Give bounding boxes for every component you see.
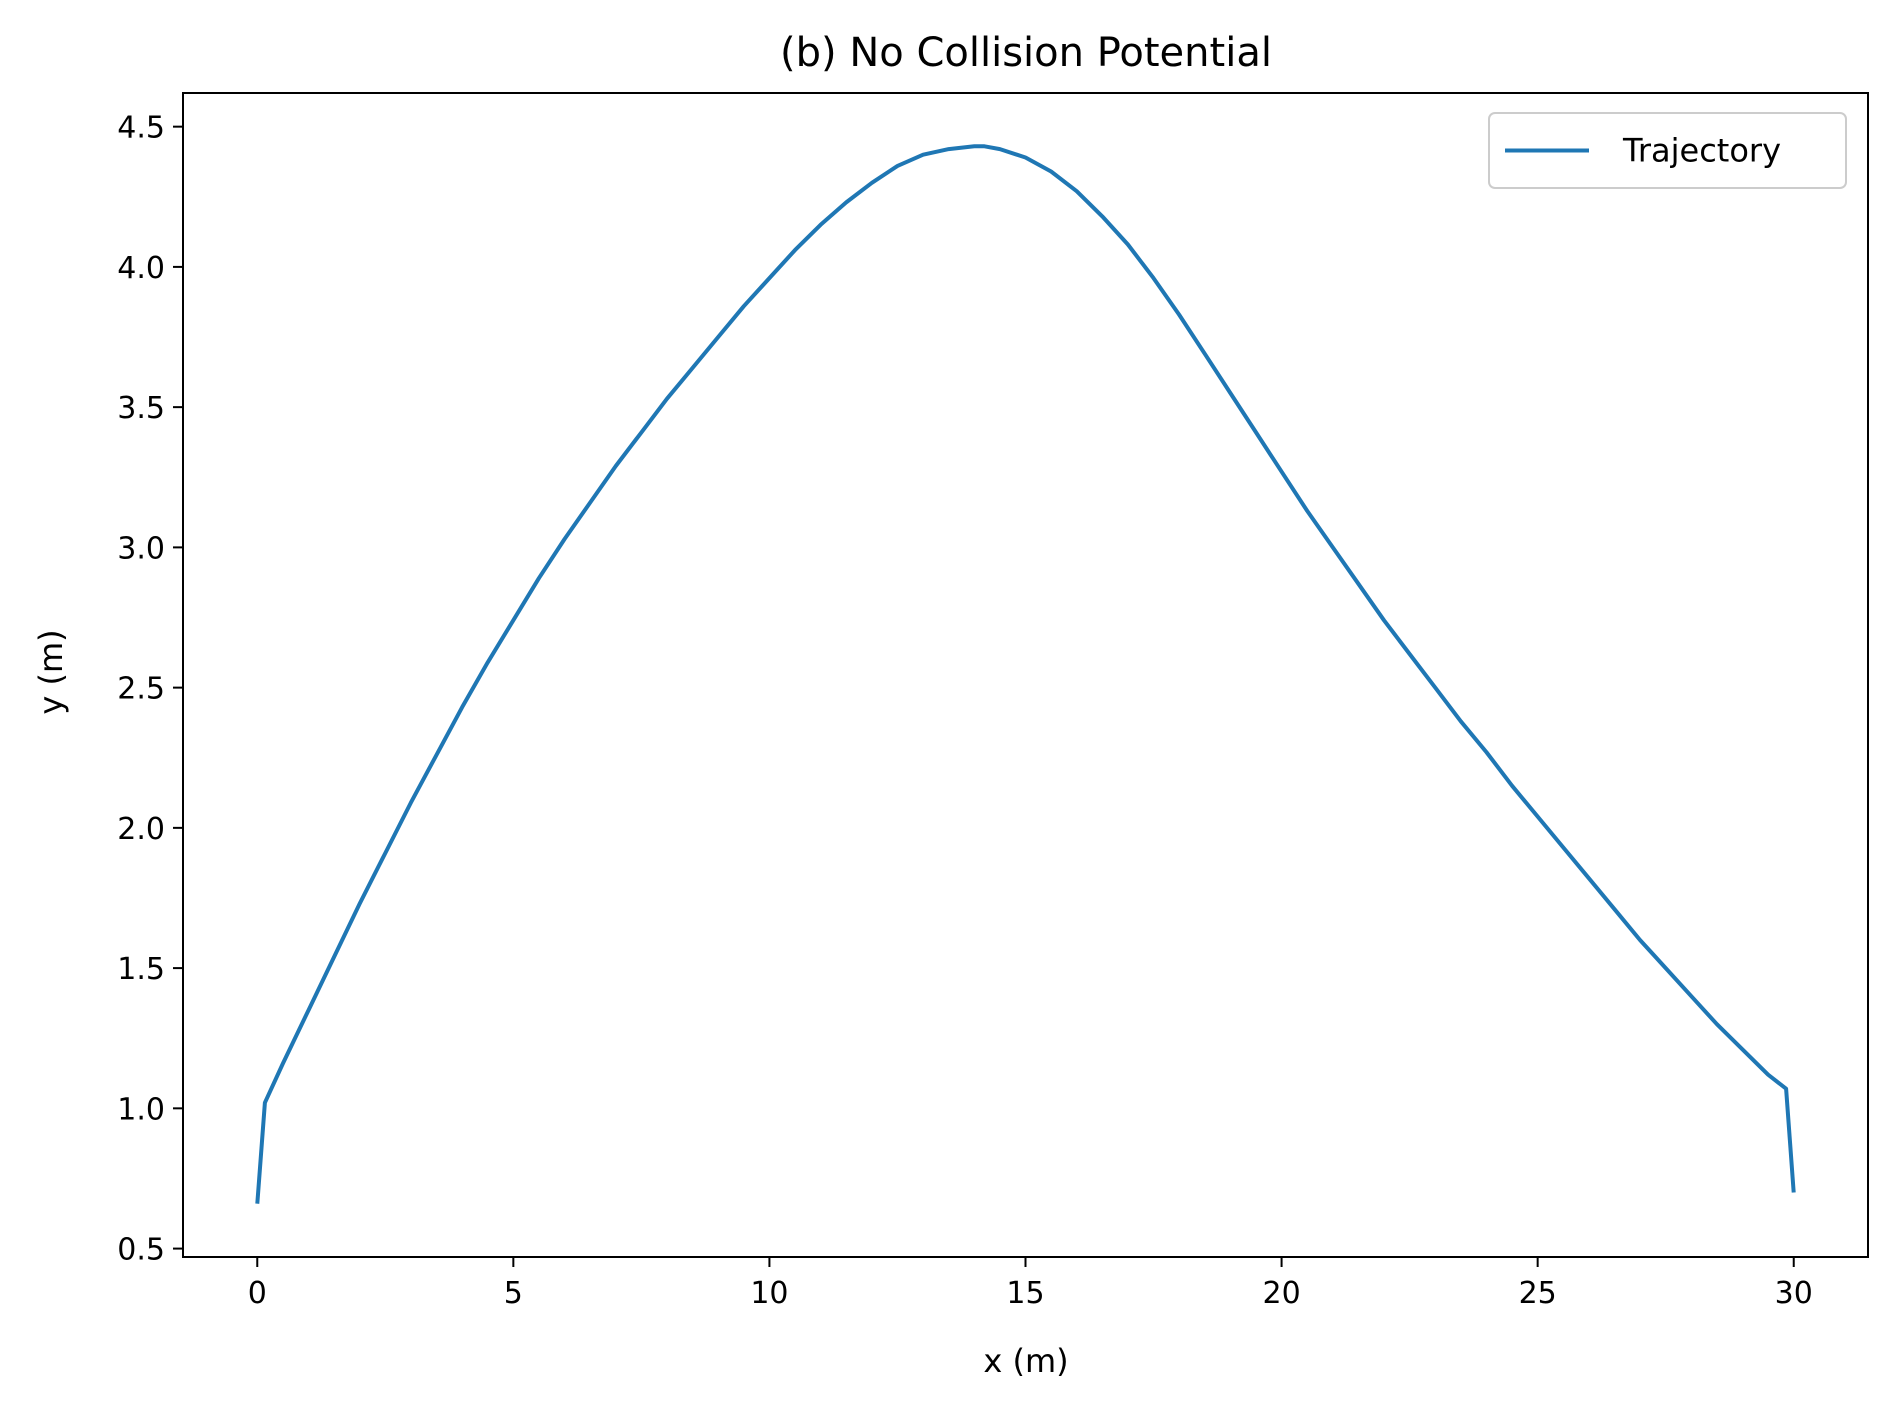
- y-tick-label: 3.0: [117, 531, 165, 566]
- x-axis-title: x (m): [983, 1342, 1068, 1380]
- x-tick-label: 15: [1006, 1276, 1044, 1311]
- y-tick-label: 2.5: [117, 672, 165, 707]
- x-tick-label: 5: [504, 1276, 523, 1311]
- y-tick-label: 1.0: [117, 1092, 165, 1127]
- x-tick-label: 10: [750, 1276, 788, 1311]
- y-tick-label: 1.5: [117, 952, 165, 987]
- legend: Trajectory: [1488, 112, 1847, 189]
- y-tick-label: 2.0: [117, 812, 165, 847]
- x-tick-label: 20: [1262, 1276, 1300, 1311]
- y-tick-label: 0.5: [117, 1233, 165, 1268]
- y-tick-label: 4.0: [117, 251, 165, 286]
- chart-title: (b) No Collision Potential: [780, 30, 1272, 76]
- y-axis-title: y (m): [32, 629, 70, 714]
- legend-box: [1488, 112, 1847, 189]
- series-line-trajectory: [255, 144, 1796, 1204]
- x-tick-label: 0: [248, 1276, 267, 1311]
- y-tick-label: 4.5: [117, 111, 165, 146]
- x-tick-label: 25: [1519, 1276, 1557, 1311]
- x-tick-label: 30: [1775, 1276, 1813, 1311]
- legend-label: Trajectory: [1622, 132, 1781, 170]
- y-tick-label: 3.5: [117, 391, 165, 426]
- plot-area: 0 5 10 15 20 25 30 0.5 1.0 1.5 2.0 2.5 3.0 3.5 4.0 4.5: [117, 92, 1869, 1311]
